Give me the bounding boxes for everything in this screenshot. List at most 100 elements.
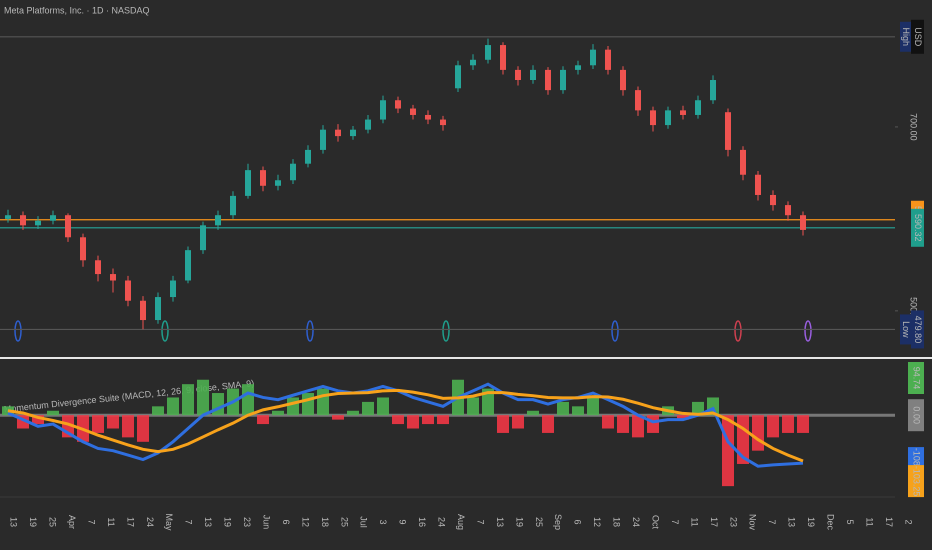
x-tick-label: 24: [631, 517, 641, 527]
histogram-bar: [287, 397, 299, 416]
histogram-bar: [722, 415, 734, 487]
candle-body: [785, 205, 791, 216]
histogram-bar: [542, 415, 554, 433]
x-tick-label: 7: [767, 519, 777, 524]
histogram-bar: [587, 397, 599, 416]
histogram-bar: [257, 415, 269, 425]
candle-body: [200, 225, 206, 251]
candle-body: [20, 215, 26, 226]
histogram-bar: [182, 384, 194, 416]
histogram-bar: [482, 388, 494, 416]
histogram-bar: [242, 384, 254, 416]
candle-body: [245, 170, 251, 196]
histogram-bar: [137, 415, 149, 442]
price-label: 590.32: [913, 214, 923, 242]
histogram-bar: [197, 379, 209, 416]
candle-body: [155, 297, 161, 321]
candle-body: [95, 260, 101, 275]
x-tick-label: 11: [864, 517, 874, 526]
x-tick-label: 13: [9, 517, 19, 527]
x-tick-label: 25: [48, 517, 58, 527]
price-label-box: [911, 310, 924, 349]
histogram-bar: [467, 397, 479, 416]
x-tick-label: 19: [223, 517, 233, 527]
histogram-bar: [317, 388, 329, 416]
value-tag-box: [908, 399, 924, 432]
value-tag: 0.00: [912, 406, 922, 424]
candle-body: [605, 49, 611, 70]
price-tag: Low: [901, 321, 911, 338]
x-tick-label: 7: [86, 519, 96, 524]
histogram-bar: [752, 415, 764, 451]
x-tick-label: 23: [728, 517, 738, 527]
value-tag-box: [908, 465, 924, 498]
candle-body: [755, 174, 761, 195]
value-tag-box: [908, 362, 924, 394]
x-tick-label: 13: [495, 517, 505, 527]
histogram-bar: [572, 406, 584, 416]
candle-body: [695, 100, 701, 115]
x-tick-label: 17: [709, 517, 719, 527]
candle-body: [590, 49, 596, 66]
x-tick-label: 24: [145, 517, 155, 527]
histogram-bar: [167, 397, 179, 416]
x-tick-label: 19: [514, 517, 524, 527]
histogram-bar: [302, 393, 314, 416]
candle-body: [515, 69, 521, 81]
value-tag: -103.25: [912, 466, 922, 497]
candle-body: [665, 110, 671, 126]
x-tick-label: 18: [612, 517, 622, 527]
candle-body: [170, 280, 176, 298]
candle-body: [260, 170, 266, 186]
histogram-bar: [497, 415, 509, 433]
x-tick-label: 25: [534, 517, 544, 527]
candle-body: [365, 119, 371, 130]
candle-body: [140, 300, 146, 321]
x-tick-label: 25: [339, 517, 349, 527]
candle-body: [215, 215, 221, 226]
candle-body: [710, 80, 716, 101]
x-tick-label: 19: [28, 517, 38, 527]
histogram-bar: [527, 410, 539, 416]
event-marker: [611, 320, 619, 342]
candle-body: [275, 180, 281, 186]
candle-body: [635, 90, 641, 111]
x-tick-label: 7: [670, 519, 680, 524]
candle-body: [680, 110, 686, 115]
histogram-bar: [392, 415, 404, 425]
candle-body: [485, 45, 491, 60]
x-tick-label: Oct: [650, 515, 660, 530]
price-tag: High: [901, 28, 911, 47]
histogram-bar: [602, 415, 614, 429]
x-tick-label: 7: [184, 519, 194, 524]
candle-body: [500, 45, 506, 70]
x-tick-label: 11: [106, 517, 116, 526]
candle-body: [455, 65, 461, 89]
histogram-bar: [557, 401, 569, 416]
x-tick-label: 13: [203, 517, 213, 527]
price-tag-box: [900, 314, 911, 345]
candle-body: [440, 119, 446, 126]
event-marker: [306, 320, 314, 342]
candle-body: [620, 69, 626, 91]
value-tag: 94.74: [912, 367, 922, 390]
chart-title: Meta Platforms, Inc. · 1D · NASDAQ: [4, 5, 150, 15]
event-marker: [734, 320, 742, 342]
x-tick-label: 24: [437, 517, 447, 527]
candle-body: [770, 194, 776, 206]
event-marker: [14, 320, 22, 342]
histogram-bar: [32, 415, 44, 425]
x-tick-label: 17: [125, 517, 135, 527]
candle-body: [740, 149, 746, 175]
candle-body: [725, 112, 731, 150]
candle-body: [395, 100, 401, 109]
candle-body: [530, 69, 536, 81]
price-tag-box: [900, 21, 911, 52]
x-tick-label: Nov: [748, 514, 758, 531]
value-tag: -108.05: [912, 448, 922, 479]
x-tick-label: 5: [845, 519, 855, 524]
candle-body: [335, 129, 341, 137]
x-tick-label: Sep: [553, 514, 563, 530]
histogram-bar: [152, 406, 164, 416]
